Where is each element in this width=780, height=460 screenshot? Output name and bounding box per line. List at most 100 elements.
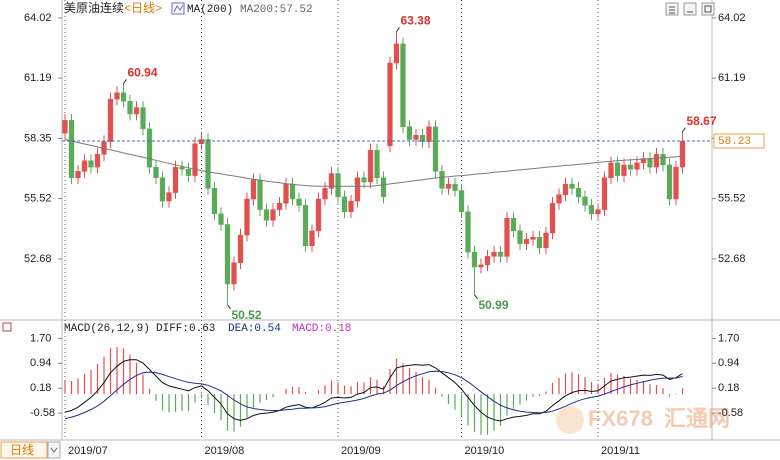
candle-body bbox=[458, 190, 465, 212]
macd-icon[interactable] bbox=[2, 322, 12, 332]
annotation-leader bbox=[396, 27, 400, 32]
macd-tick-label: 0.18 bbox=[30, 382, 51, 394]
macd-tick-label: 0.94 bbox=[30, 357, 51, 369]
candle-body bbox=[335, 173, 341, 198]
maximize-button[interactable] bbox=[701, 2, 715, 16]
candle-body bbox=[510, 217, 517, 232]
annotation-leader bbox=[474, 294, 478, 300]
annotation-label: 58.67 bbox=[687, 114, 717, 128]
candle-body bbox=[198, 139, 205, 144]
candle-body bbox=[549, 202, 556, 234]
candle-body bbox=[556, 194, 562, 204]
scroll-button[interactable] bbox=[47, 441, 61, 459]
dea-line bbox=[64, 370, 683, 420]
x-tick-label: 2019/07 bbox=[68, 445, 108, 457]
period-label: <日线> bbox=[124, 1, 162, 15]
candle-body bbox=[361, 177, 367, 183]
x-tick-label: 2019/11 bbox=[601, 445, 640, 457]
settings-button[interactable] bbox=[665, 2, 679, 16]
watermark-name: 汇通网 bbox=[664, 406, 730, 431]
y-tick-label-right: 64.02 bbox=[718, 12, 746, 24]
candle-body bbox=[536, 236, 543, 249]
candle-body bbox=[315, 198, 322, 232]
candle-body bbox=[322, 188, 328, 200]
candle-body bbox=[374, 149, 380, 178]
candle-body bbox=[614, 162, 621, 176]
toolbar bbox=[665, 2, 715, 16]
period-button-label[interactable]: 日线 bbox=[10, 443, 34, 457]
watermark-logo bbox=[556, 406, 584, 434]
candle-body bbox=[68, 120, 75, 178]
candle-body bbox=[302, 205, 309, 246]
macd-title: MACD(26,12,9) bbox=[64, 323, 150, 335]
candle-body bbox=[192, 143, 198, 176]
diff-line bbox=[64, 359, 683, 422]
macd-tick-label: -0.58 bbox=[30, 407, 55, 419]
candle-body bbox=[627, 164, 634, 170]
candle-body bbox=[296, 198, 302, 206]
candle-body bbox=[673, 166, 679, 200]
candle-body bbox=[127, 100, 133, 115]
annotation-leader bbox=[123, 79, 127, 84]
candle-body bbox=[120, 92, 127, 102]
candle-body bbox=[608, 162, 614, 178]
candle-body bbox=[419, 134, 426, 142]
candle-body bbox=[530, 236, 536, 240]
y-tick-label: 61.19 bbox=[24, 72, 52, 84]
candle-body bbox=[387, 62, 393, 147]
candle-body bbox=[413, 134, 419, 140]
annotation-label: 60.94 bbox=[128, 66, 158, 80]
candle-body bbox=[257, 179, 263, 210]
candle-body bbox=[237, 234, 244, 263]
candle-body bbox=[341, 196, 348, 212]
candle-body bbox=[400, 43, 406, 127]
candle-body bbox=[276, 202, 283, 210]
toolbar-glyphs bbox=[669, 5, 712, 14]
y-tick-label: 55.52 bbox=[24, 192, 52, 204]
candle-body bbox=[185, 168, 192, 176]
annotation-label: 50.52 bbox=[232, 308, 262, 322]
candle-body bbox=[679, 140, 686, 168]
candle-body bbox=[523, 239, 530, 244]
ma-icon[interactable] bbox=[171, 2, 185, 15]
x-tick-label: 2019/08 bbox=[205, 445, 245, 457]
candle-body bbox=[647, 158, 653, 168]
candle-body bbox=[88, 160, 94, 168]
annotation-label: 50.99 bbox=[479, 298, 509, 312]
candle-body bbox=[465, 211, 471, 253]
candle-body bbox=[205, 139, 211, 189]
candle-body bbox=[517, 230, 523, 244]
candle-body bbox=[348, 200, 354, 212]
candle-body bbox=[140, 107, 146, 130]
minimize-button[interactable] bbox=[683, 2, 697, 16]
candle-body bbox=[218, 213, 224, 225]
candle-body bbox=[289, 183, 296, 200]
candle-body bbox=[471, 251, 478, 268]
y-tick-label-right: 55.52 bbox=[718, 192, 746, 204]
dea-label: DEA:0.54 bbox=[228, 323, 281, 335]
candle-body bbox=[224, 224, 231, 285]
candle-body bbox=[211, 188, 218, 215]
candle-body bbox=[582, 196, 588, 206]
macd-tick-label-right: -0.58 bbox=[718, 407, 743, 419]
candle-body bbox=[231, 262, 237, 285]
candle-body bbox=[146, 128, 153, 168]
candle-body bbox=[543, 232, 549, 249]
candle-body bbox=[263, 209, 270, 221]
y-tick-label: 52.68 bbox=[24, 253, 52, 265]
candle-body bbox=[562, 183, 569, 195]
macd-tick-label-right: 0.94 bbox=[718, 357, 739, 369]
period-button[interactable] bbox=[0, 441, 48, 459]
macd-tick-label: 1.70 bbox=[30, 332, 51, 344]
candle-body bbox=[497, 251, 504, 257]
chart-title: 美原油连续 bbox=[64, 0, 124, 15]
candle-body bbox=[159, 177, 166, 202]
candle-body bbox=[367, 149, 374, 183]
candle-body bbox=[107, 98, 114, 142]
candle-body bbox=[81, 160, 88, 172]
y-tick-label: 58.35 bbox=[24, 132, 52, 144]
ma-value: MA200:57.52 bbox=[240, 4, 313, 16]
scroll-glyph bbox=[50, 447, 58, 453]
